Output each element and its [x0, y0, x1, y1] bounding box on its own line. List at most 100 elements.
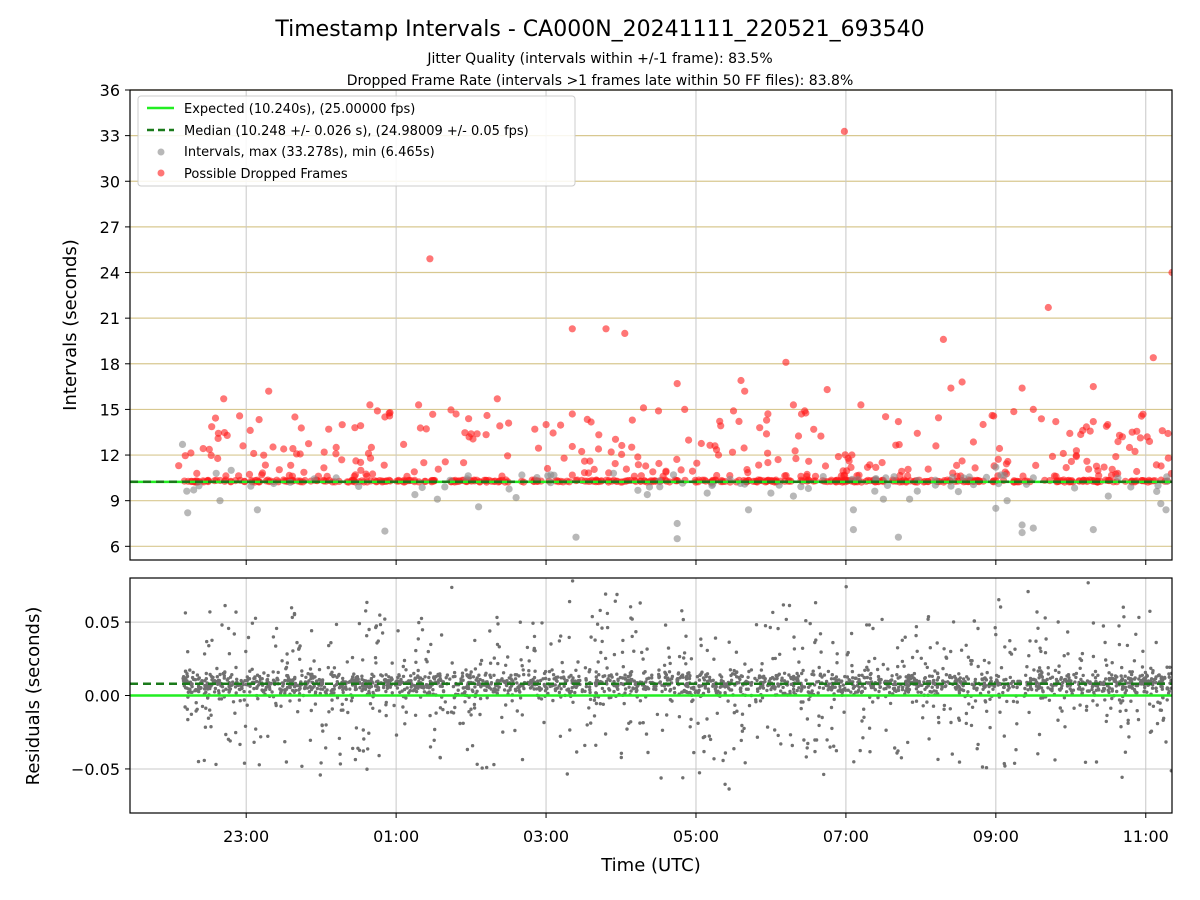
residual-point: [320, 678, 325, 682]
residual-point: [311, 686, 315, 690]
residual-point: [567, 599, 572, 604]
residual-point: [185, 707, 189, 711]
residual-point: [448, 677, 452, 681]
dropped-frame-point: [496, 422, 504, 430]
residual-point: [1110, 687, 1114, 691]
residual-point: [754, 698, 758, 702]
residual-point: [1053, 758, 1057, 762]
dropped-frame-point: [655, 459, 663, 468]
residual-point: [543, 676, 548, 681]
residual-point: [478, 712, 482, 717]
residual-point: [641, 657, 645, 661]
dropped-frame-point: [504, 452, 512, 460]
residual-point: [688, 725, 692, 729]
dropped-frame-point: [611, 460, 619, 468]
residual-point: [416, 668, 420, 673]
residual-point: [474, 678, 478, 682]
residual-point: [1014, 748, 1018, 752]
residual-point: [1009, 681, 1013, 686]
residual-point: [826, 669, 831, 674]
residual-point: [309, 674, 313, 678]
residual-point: [1046, 672, 1051, 676]
residual-point: [492, 687, 497, 691]
residual-point: [1126, 721, 1130, 725]
residual-point: [396, 629, 400, 633]
residual-point: [1130, 670, 1135, 674]
interval-point: [872, 475, 880, 483]
dropped-frame-point: [810, 425, 818, 433]
residual-point: [867, 659, 871, 664]
residual-point: [664, 673, 669, 677]
residual-point: [464, 668, 468, 672]
residual-point: [214, 762, 218, 767]
residual-point: [871, 700, 875, 704]
residual-point: [1154, 640, 1158, 645]
residual-point: [314, 679, 319, 683]
dropped-frame-point: [289, 445, 297, 453]
residual-point: [612, 652, 617, 657]
residual-point: [605, 611, 610, 616]
residual-point: [558, 734, 563, 738]
residual-point: [413, 713, 418, 717]
dropped-frame-point: [222, 472, 230, 480]
residual-point: [271, 635, 276, 639]
residual-point: [1145, 690, 1149, 694]
residual-point: [791, 687, 796, 691]
residual-point: [925, 700, 929, 704]
residual-point: [928, 689, 932, 694]
residual-point: [1059, 686, 1064, 690]
residual-point: [927, 674, 932, 678]
residual-point: [1138, 682, 1143, 686]
residual-point: [867, 681, 871, 685]
residual-point: [862, 707, 866, 711]
residual-point: [965, 675, 969, 679]
residual-point: [283, 688, 287, 692]
residual-point: [1122, 615, 1126, 619]
residual-point: [800, 684, 804, 689]
residual-point: [1142, 677, 1146, 681]
residual-point: [715, 689, 719, 693]
residual-point: [319, 680, 324, 685]
dropped-frame-point: [756, 424, 764, 432]
residual-point: [196, 677, 200, 681]
residual-point: [557, 639, 562, 643]
residual-point: [495, 642, 500, 647]
residual-point: [824, 679, 829, 684]
residual-point: [480, 766, 484, 770]
residual-point: [613, 599, 617, 603]
dropped-frame-point: [1029, 405, 1037, 413]
interval-point: [634, 486, 642, 494]
residual-point: [559, 634, 563, 638]
residual-point: [1093, 676, 1098, 680]
residual-point: [204, 671, 208, 676]
residual-point: [1113, 674, 1118, 678]
residual-point: [795, 688, 799, 693]
residual-point: [927, 737, 931, 741]
residual-point: [1154, 675, 1158, 679]
residual-point: [374, 661, 378, 665]
residual-point: [904, 689, 908, 693]
residual-point: [776, 684, 781, 688]
residual-point: [1143, 670, 1148, 675]
residual-point: [838, 684, 842, 689]
dropped-frame-point: [995, 444, 1004, 453]
residual-point: [382, 678, 387, 682]
residual-point: [857, 677, 861, 682]
residual-point: [660, 689, 664, 694]
residual-point: [372, 674, 376, 678]
residual-point: [320, 723, 324, 728]
residual-point: [629, 720, 633, 724]
residual-point: [994, 632, 998, 637]
residual-point: [502, 679, 507, 683]
interval-point: [1153, 487, 1161, 495]
dropped-frame-point: [823, 386, 831, 394]
residual-point: [826, 688, 830, 692]
legend-box: [137, 95, 576, 187]
residual-point: [498, 678, 503, 683]
residual-point: [573, 690, 577, 695]
residual-point: [468, 673, 472, 677]
residual-point: [218, 672, 222, 677]
residual-point: [332, 691, 336, 695]
residual-point: [221, 671, 225, 676]
